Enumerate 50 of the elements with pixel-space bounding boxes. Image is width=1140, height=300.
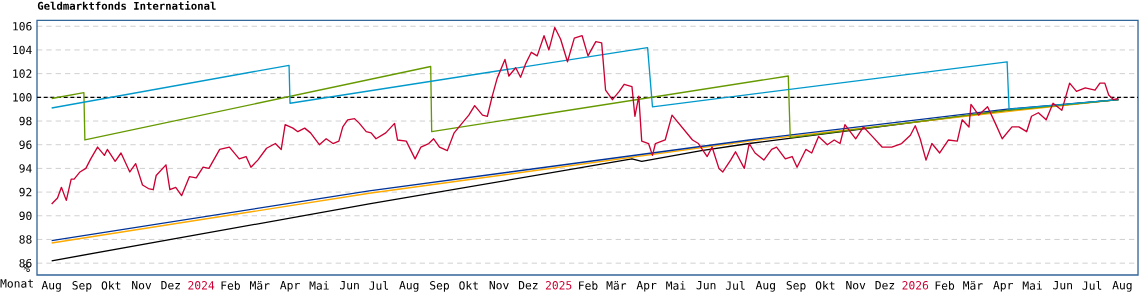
x-tick-label: Nov: [846, 281, 866, 290]
y-tick-label: 104: [13, 45, 32, 55]
x-tick-label: Mai: [309, 281, 329, 290]
x-tick-label: Aug: [41, 281, 61, 292]
x-tick-label: Feb: [935, 281, 955, 290]
x-tick-label: Jun: [1053, 281, 1072, 290]
y-tick-label: 100: [13, 93, 32, 102]
y-tick-label: 106: [13, 21, 32, 31]
x-tick-label: Mai: [1022, 281, 1042, 290]
x-tick-label: Mär: [963, 281, 983, 290]
x-tick-label: Sep: [786, 281, 806, 292]
x-tick-label: Dez: [161, 281, 180, 290]
y-tick-label: 92: [19, 187, 32, 197]
chart-title: Geldmarktfonds International: [37, 1, 216, 10]
x-tick-label: 2024: [188, 281, 215, 290]
x-tick-label: Nov: [489, 281, 509, 290]
x-tick-label: Mär: [606, 281, 627, 290]
x-tick-label: Jun: [340, 281, 359, 290]
x-tick-label: 2025: [545, 281, 572, 290]
y-tick-label: 98: [19, 116, 32, 126]
x-tick-label: 2026: [902, 281, 929, 290]
y-tick-label: 102: [13, 69, 32, 78]
x-tick-label: Feb: [579, 281, 598, 290]
x-tick-label: Dez: [518, 281, 538, 290]
x-tick-label: Feb: [221, 281, 240, 290]
y-tick-label: 90: [19, 211, 32, 221]
y-tick-label: 96: [19, 140, 32, 149]
x-tick-label: Apr: [993, 281, 1013, 292]
x-tick-label: Okt: [101, 281, 121, 290]
x-tick-label: Dez: [875, 281, 895, 290]
x-tick-label: Jul: [369, 281, 389, 290]
x-tick-label: Jun: [696, 281, 716, 290]
x-tick-label: Sep: [430, 281, 449, 292]
x-tick-label: Mär: [250, 281, 270, 290]
x-tick-label: Jul: [725, 281, 745, 290]
y-tick-label: 88: [19, 235, 32, 244]
x-tick-label: Mai: [666, 281, 686, 290]
x-tick-label: Nov: [132, 281, 152, 290]
x-tick-label: Aug: [755, 281, 775, 292]
x-tick-label: Okt: [459, 281, 478, 290]
x-tick-label: Apr: [636, 281, 657, 292]
x-tick-label: Jul: [1082, 281, 1102, 290]
y-tick-label: 94: [19, 164, 32, 173]
line-series: [50, 46, 1120, 110]
x-axis-title: Monat: [0, 279, 33, 288]
x-tick-label: Apr: [280, 281, 300, 292]
x-tick-label: Aug: [399, 281, 419, 292]
x-tick-label: Sep: [72, 281, 92, 292]
x-tick-label: Aug: [1112, 281, 1132, 292]
x-tick-label: Okt: [815, 281, 835, 290]
